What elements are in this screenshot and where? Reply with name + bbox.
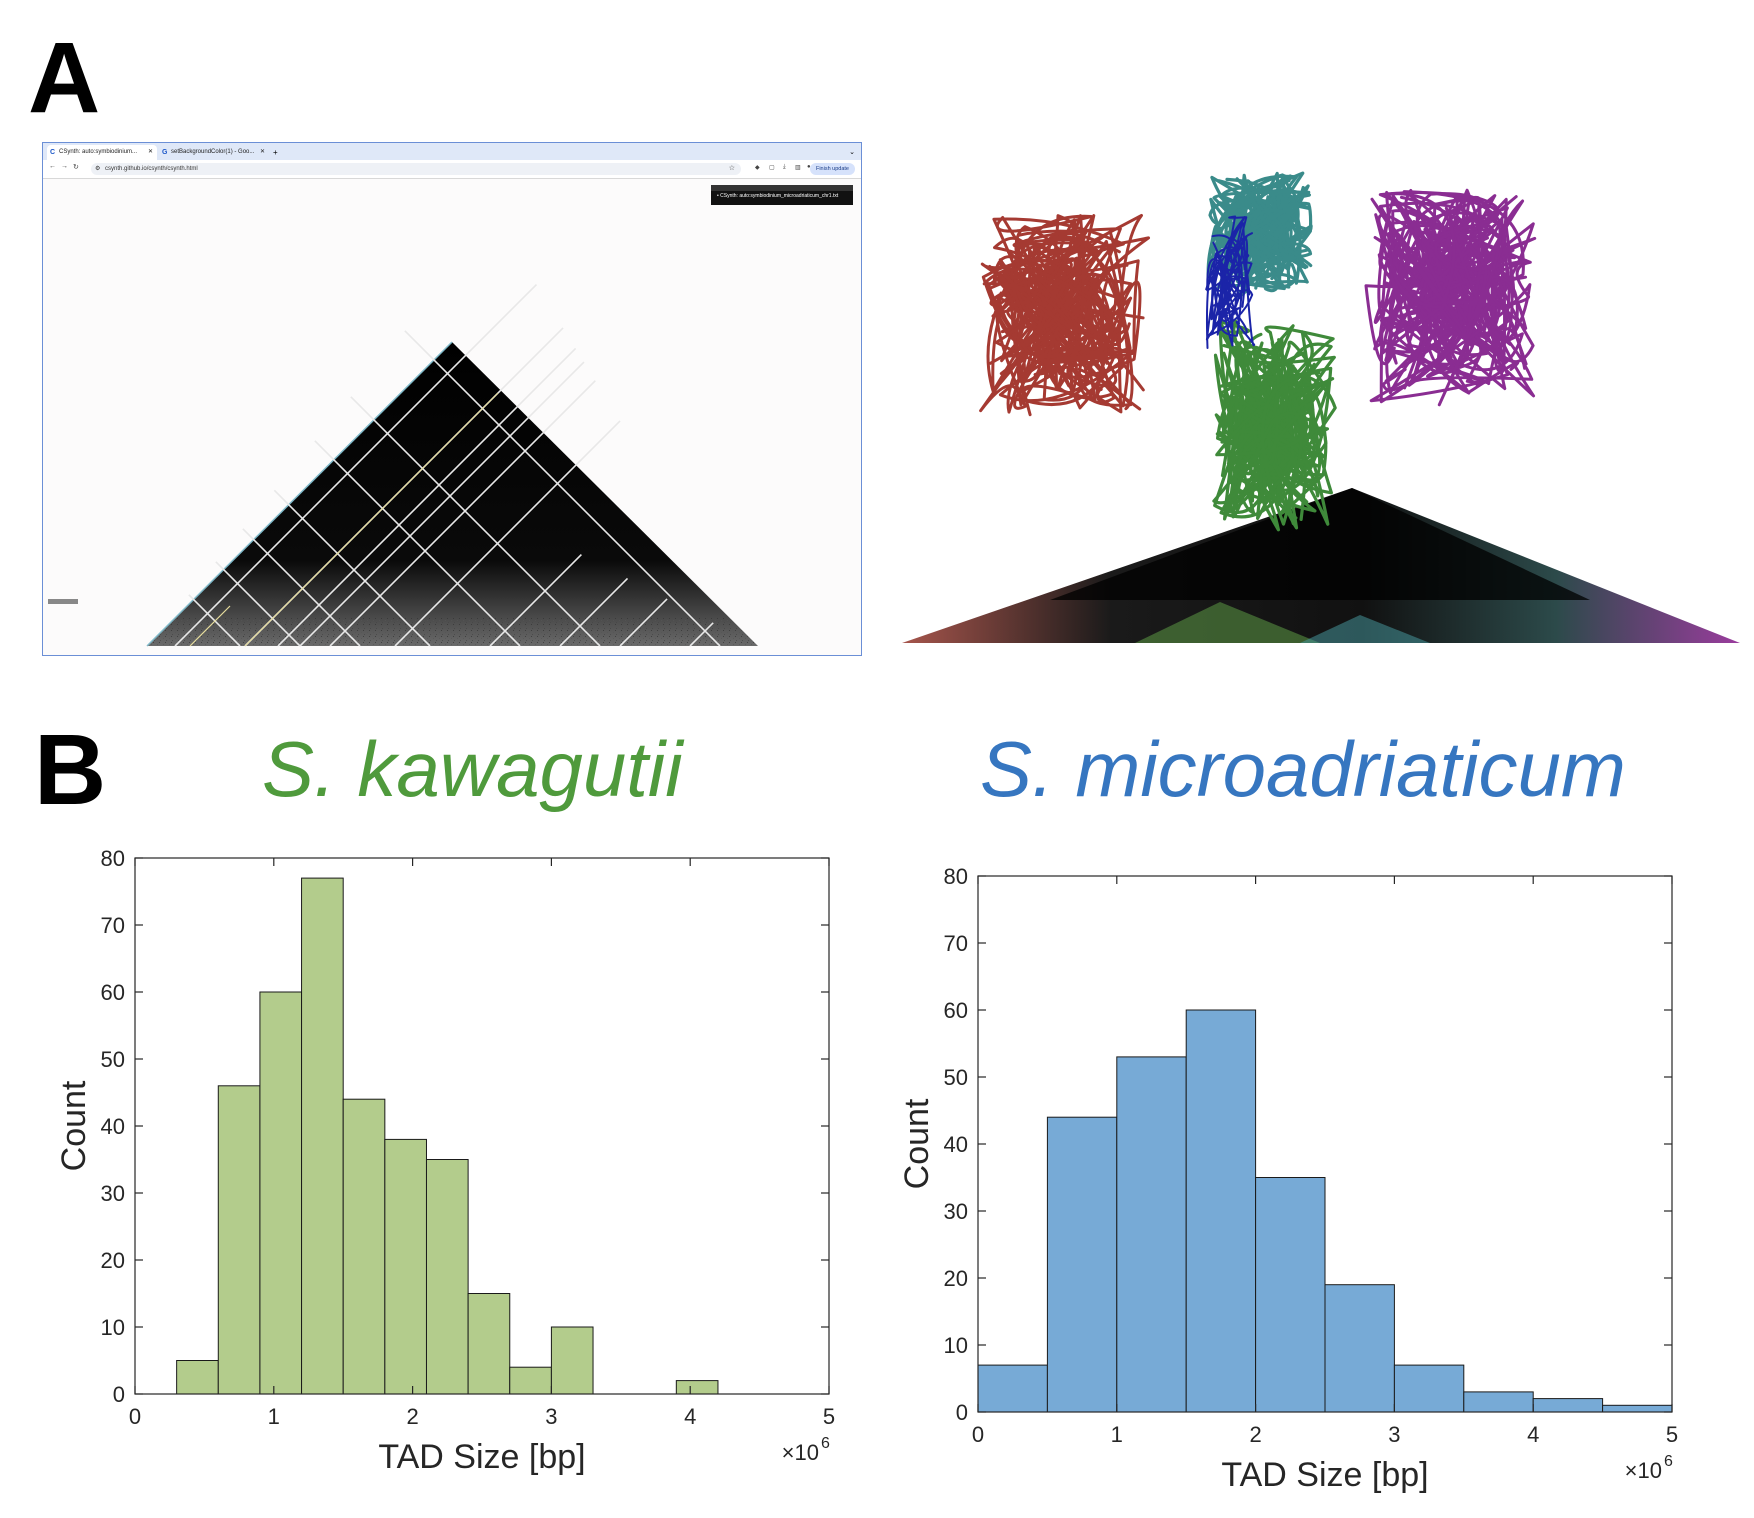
histogram-bar	[342, 1098, 386, 1395]
google-favicon-icon: G	[162, 149, 168, 156]
y-tick-label: 10	[944, 1333, 968, 1358]
x-exponent-label: ×10	[782, 1440, 819, 1465]
y-tick-label: 0	[113, 1382, 125, 1407]
chromosome-3d-render	[902, 171, 1740, 643]
y-axis-label: Count	[55, 1080, 93, 1171]
y-tick-label: 40	[944, 1132, 968, 1157]
histogram-bar	[425, 1159, 469, 1395]
histogram-bar	[1602, 1404, 1673, 1413]
puzzle-icon[interactable]: ▢	[769, 165, 775, 171]
x-tick-label: 1	[268, 1404, 280, 1429]
tab-label: CSynth: auto:symbiodinium...	[59, 149, 138, 155]
browser-toolbar: ← → ↻ ⚙ csynth.github.io/csynth/csynth.h…	[43, 160, 861, 179]
finish-update-button[interactable]: Finish update	[809, 163, 855, 175]
y-tick-label: 50	[101, 1047, 125, 1072]
histogram-bar	[977, 1364, 1048, 1413]
x-tick-label: 0	[972, 1422, 984, 1447]
histogram-bar	[384, 1138, 427, 1395]
x-axis-label: TAD Size [bp]	[1221, 1456, 1428, 1494]
chevron-down-icon[interactable]: ⌄	[849, 149, 855, 156]
y-tick-label: 80	[944, 864, 968, 889]
close-icon[interactable]: ✕	[147, 149, 153, 155]
tab-label: setBackgroundColor(1) - Goo...	[171, 149, 255, 155]
histogram-bar	[675, 1380, 719, 1395]
histogram-bar	[217, 1085, 261, 1395]
tab-csynth[interactable]: C CSynth: auto:symbiodinium... ✕	[47, 145, 157, 160]
y-tick-label: 20	[101, 1248, 125, 1273]
page-viewport: • CSynth: auto:symbiodinium_microadriati…	[43, 179, 861, 655]
histogram-bar	[1046, 1116, 1118, 1413]
extension-icon[interactable]: ◆	[755, 165, 760, 171]
y-tick-label: 30	[101, 1181, 125, 1206]
y-tick-label: 10	[101, 1315, 125, 1340]
axes-frame	[977, 875, 1673, 1413]
histogram-bar	[259, 991, 303, 1395]
histogram-bar	[467, 1293, 511, 1395]
x-tick-label: 2	[1249, 1422, 1261, 1447]
y-tick-label: 70	[101, 913, 125, 938]
x-tick-label: 4	[1527, 1422, 1539, 1447]
y-tick-label: 80	[101, 846, 125, 871]
forward-icon[interactable]: →	[61, 163, 68, 170]
x-exponent-power: 6	[821, 1435, 830, 1452]
y-tick-label: 20	[944, 1266, 968, 1291]
avatar[interactable]: ●	[807, 164, 811, 170]
x-tick-label: 5	[823, 1404, 835, 1429]
x-tick-label: 5	[1666, 1422, 1678, 1447]
address-text: csynth.github.io/csynth/csynth.html	[105, 166, 198, 172]
histogram-bar	[550, 1326, 594, 1395]
y-tick-label: 30	[944, 1199, 968, 1224]
x-tick-label: 0	[129, 1404, 141, 1429]
histogram-bar	[301, 877, 344, 1395]
csynth-favicon-icon: C	[50, 149, 56, 156]
histogram-bar	[1185, 1009, 1257, 1413]
x-tick-label: 1	[1111, 1422, 1123, 1447]
scale-widget[interactable]	[48, 599, 78, 604]
tab-bar: C CSynth: auto:symbiodinium... ✕ G setBa…	[43, 143, 861, 160]
tab-google[interactable]: G setBackgroundColor(1) - Goo... ✕	[159, 145, 269, 160]
file-item-label: CSynth: auto:symbiodinium_microadriaticu…	[720, 193, 839, 199]
histogram-bar	[1255, 1177, 1326, 1413]
file-panel: • CSynth: auto:symbiodinium_microadriati…	[711, 185, 853, 205]
site-info-icon[interactable]: ⚙	[95, 166, 101, 172]
histogram-bar	[1116, 1056, 1187, 1413]
x-exponent-label: ×10	[1625, 1458, 1662, 1483]
species-title-kawagutii: S. kawagutii	[262, 725, 683, 813]
bookmark-star-icon[interactable]: ☆	[728, 165, 735, 172]
file-panel-header	[711, 185, 853, 191]
y-tick-label: 50	[944, 1065, 968, 1090]
histogram-bar	[1532, 1398, 1604, 1413]
x-tick-label: 3	[545, 1404, 557, 1429]
download-icon[interactable]: ⤓	[783, 164, 786, 170]
y-tick-label: 60	[101, 980, 125, 1005]
histogram-bar	[1324, 1284, 1395, 1413]
file-item[interactable]: • CSynth: auto:symbiodinium_microadriati…	[717, 193, 839, 199]
axes-frame	[134, 857, 830, 1395]
sidepanel-icon[interactable]: ▥	[795, 165, 801, 171]
y-tick-label: 60	[944, 998, 968, 1023]
panel-label-b: B	[34, 714, 107, 826]
histogram-bar	[1463, 1391, 1534, 1413]
x-tick-label: 2	[406, 1404, 418, 1429]
y-tick-label: 0	[956, 1400, 968, 1425]
species-title-microadriaticum: S. microadriaticum	[980, 725, 1626, 813]
reload-icon[interactable]: ↻	[73, 164, 79, 171]
y-tick-label: 70	[944, 931, 968, 956]
back-icon[interactable]: ←	[49, 163, 56, 170]
histogram-bar	[1393, 1364, 1465, 1413]
x-tick-label: 4	[684, 1404, 696, 1429]
y-tick-label: 40	[101, 1114, 125, 1139]
x-tick-label: 3	[1388, 1422, 1400, 1447]
histogram-bar	[176, 1360, 219, 1395]
close-icon[interactable]: ✕	[259, 149, 265, 155]
x-axis-label: TAD Size [bp]	[378, 1438, 585, 1476]
browser-window: C CSynth: auto:symbiodinium... ✕ G setBa…	[42, 142, 862, 656]
panel-label-a: A	[28, 22, 101, 134]
y-axis-label: Count	[898, 1098, 936, 1189]
new-tab-icon[interactable]: +	[273, 148, 278, 157]
address-bar[interactable]: ⚙ csynth.github.io/csynth/csynth.html ☆	[91, 163, 741, 175]
x-exponent-power: 6	[1664, 1453, 1673, 1470]
histogram-bar	[509, 1366, 552, 1395]
